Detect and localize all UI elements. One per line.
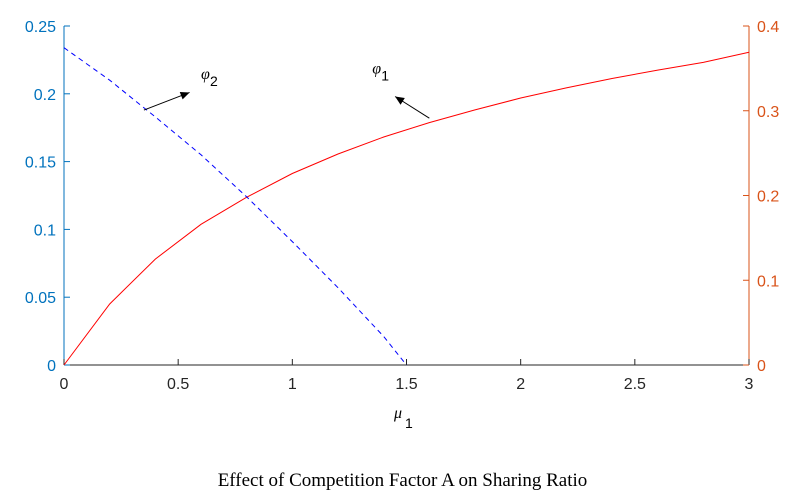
left-y-tick-label: 0 xyxy=(47,358,56,375)
x-axis-label: μ 1 xyxy=(393,405,413,431)
x-tick-label: 1.5 xyxy=(395,376,417,393)
left-y-tick-label: 0.25 xyxy=(25,19,56,36)
left-y-tick-label: 0.15 xyxy=(25,155,56,172)
left-y-tick-label: 0.1 xyxy=(34,222,56,239)
x-tick-label: 2 xyxy=(516,376,525,393)
annotation-arrowhead xyxy=(179,91,190,100)
right-y-axis-ticks: 0 0.1 0.2 0.3 0.4 xyxy=(743,19,779,375)
left-y-axis-ticks: 0 0.05 0.1 0.15 0.2 0.25 xyxy=(25,19,70,375)
x-tick-label: 1 xyxy=(288,376,297,393)
right-y-tick-label: 0.2 xyxy=(757,189,779,206)
x-tick-label: 0 xyxy=(60,376,69,393)
right-y-tick-label: 0.1 xyxy=(757,273,779,290)
x-axis-ticks: 0 0.5 1 1.5 2 2.5 3 xyxy=(60,359,754,393)
series-line-1 xyxy=(63,51,750,366)
axes-frame xyxy=(63,26,750,366)
x-tick-label: 2.5 xyxy=(624,376,646,393)
right-y-tick-label: 0.4 xyxy=(757,19,779,36)
x-tick-label: 3 xyxy=(745,376,754,393)
annotation-label-symbol: φ xyxy=(201,66,210,83)
right-y-tick-label: 0 xyxy=(757,358,766,375)
annotation-arrowhead xyxy=(395,96,405,105)
series-line-2 xyxy=(63,47,407,366)
series-lines xyxy=(63,47,750,366)
left-y-tick-label: 0.2 xyxy=(34,87,56,104)
figure-caption: Effect of Competition Factor A on Sharin… xyxy=(217,470,588,491)
annotation-label-subscript: 2 xyxy=(210,73,218,89)
right-y-tick-label: 0.3 xyxy=(757,104,779,121)
x-axis-label-subscript: 1 xyxy=(405,415,413,431)
annotations: φ 2φ 1 xyxy=(143,60,430,119)
x-axis-label-symbol: μ xyxy=(393,405,402,422)
annotation-label-subscript: 1 xyxy=(381,67,389,83)
annotation-label-symbol: φ xyxy=(372,60,381,77)
left-y-tick-label: 0.05 xyxy=(25,290,56,307)
x-tick-label: 0.5 xyxy=(167,376,189,393)
